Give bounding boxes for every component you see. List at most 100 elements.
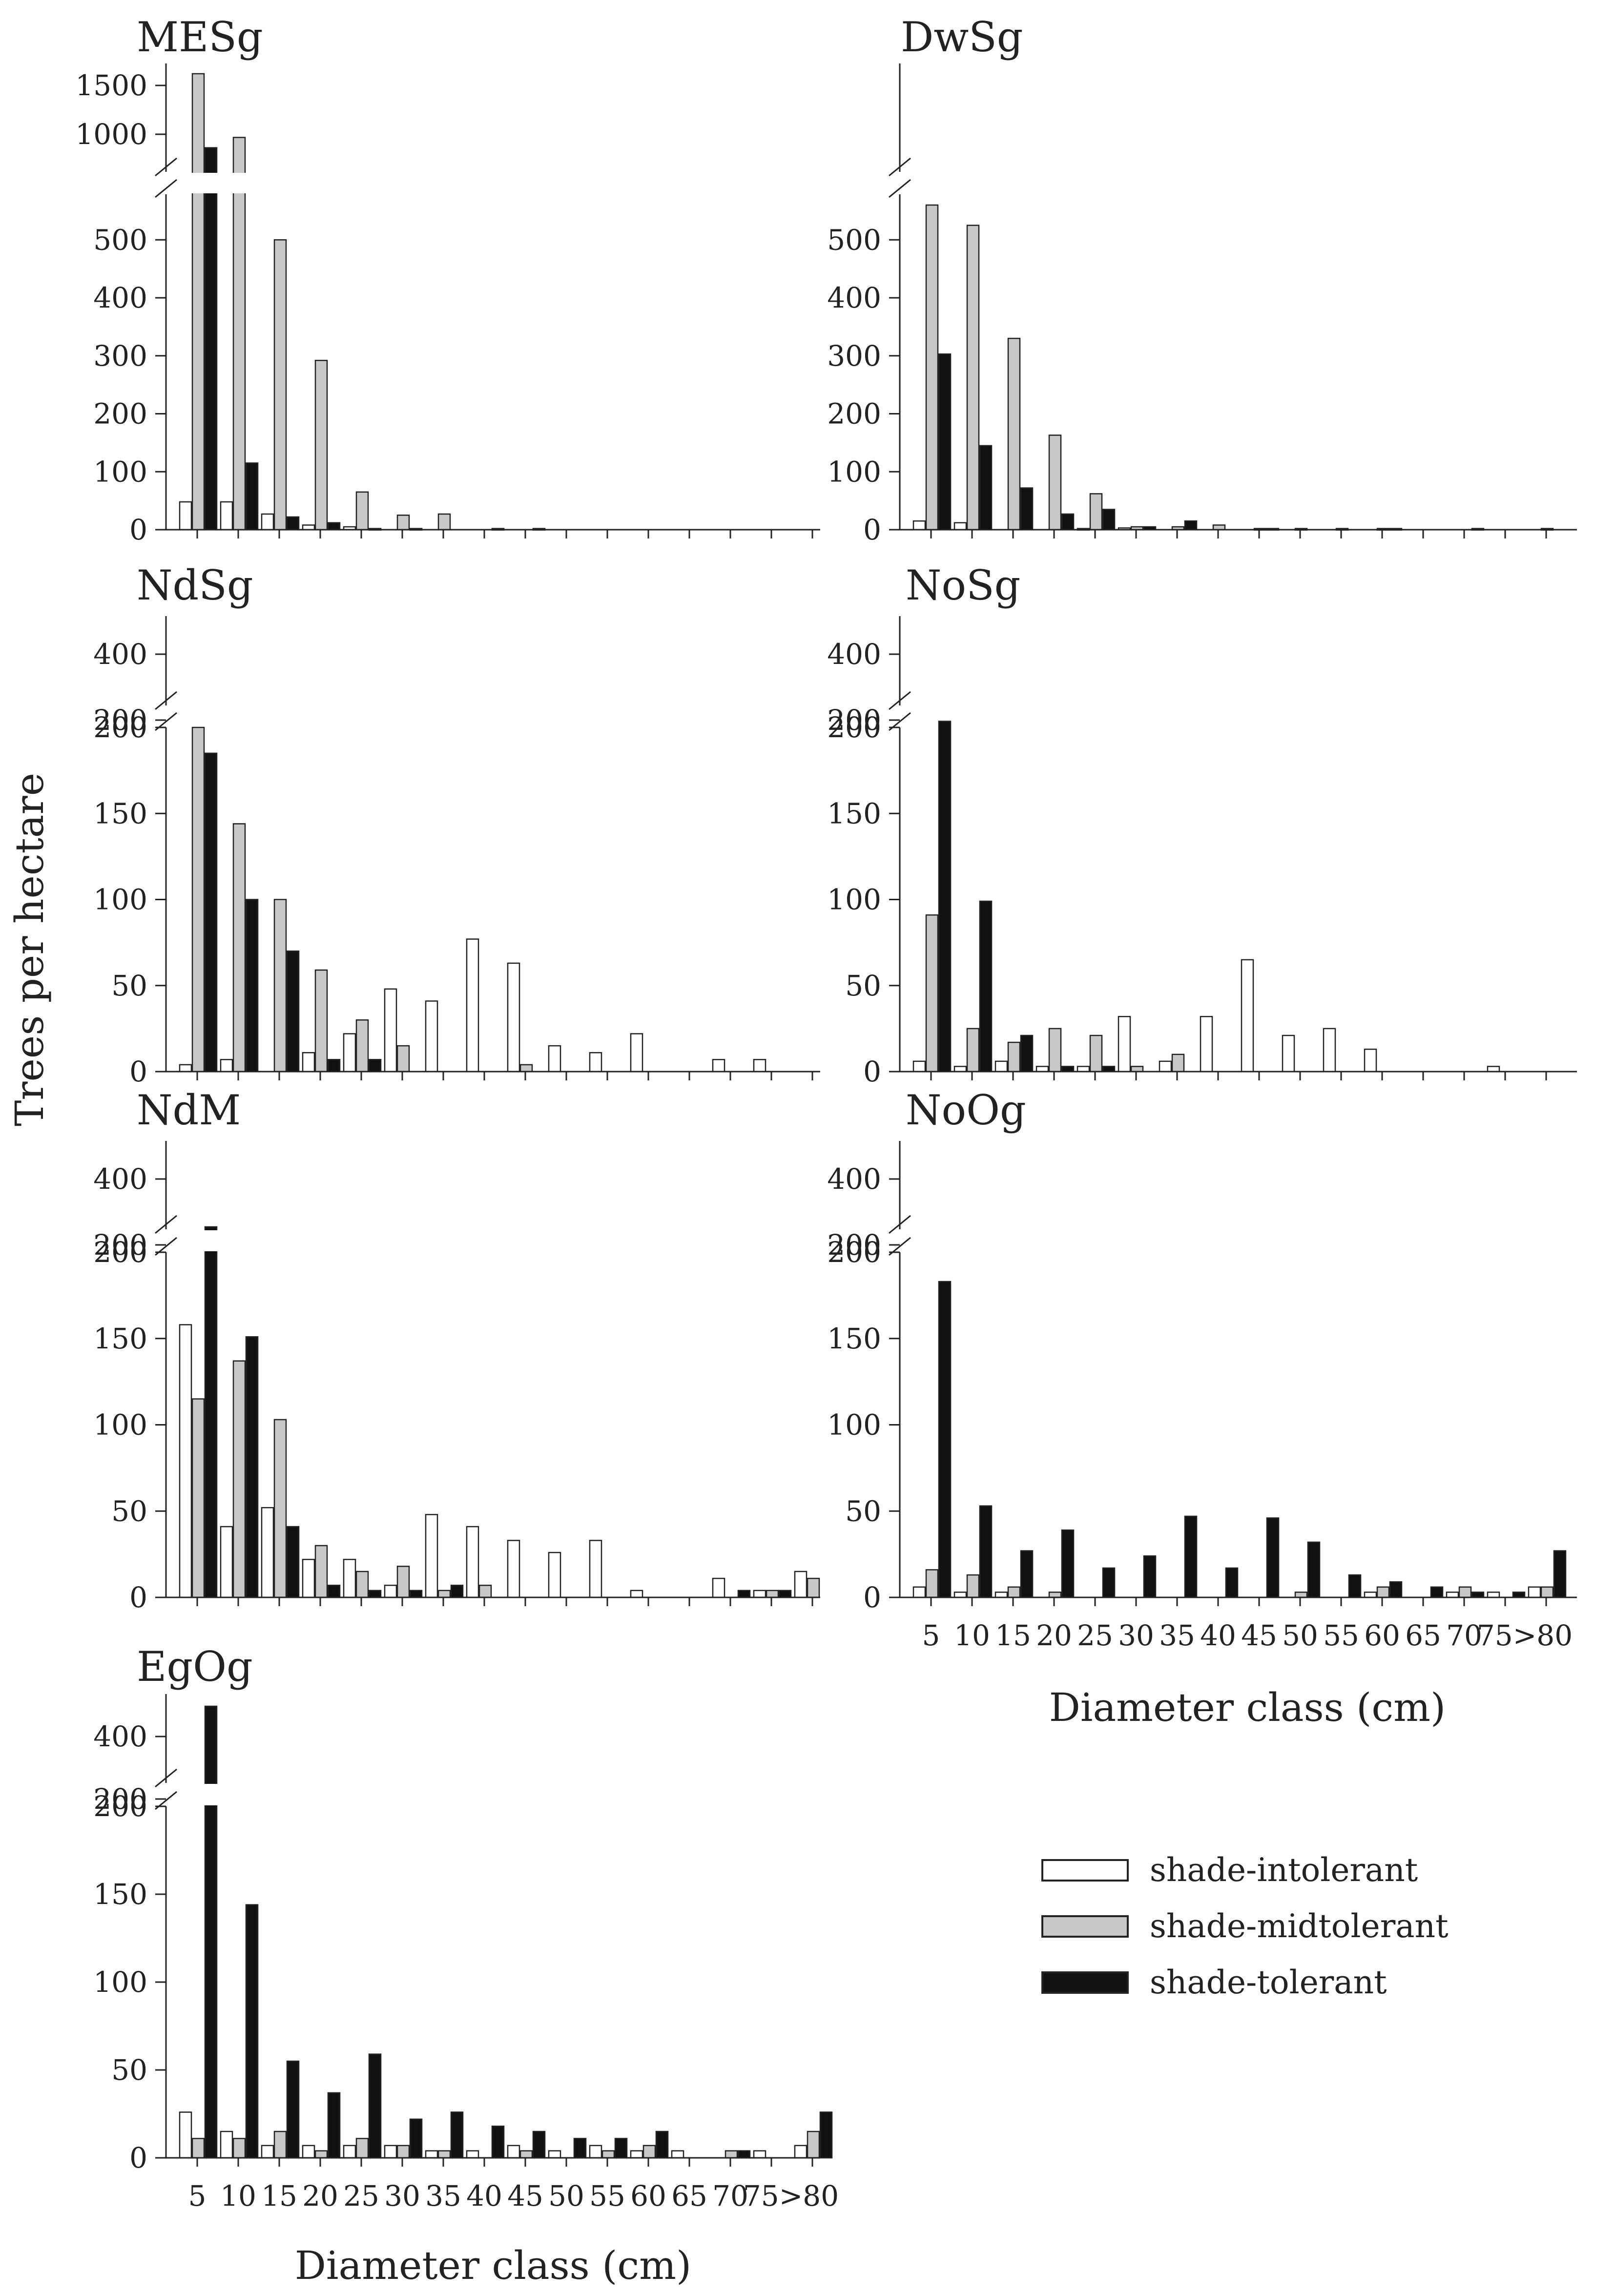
bar-tolerant: [450, 2111, 464, 2159]
bar-tolerant: [1553, 1550, 1567, 1598]
bar-tolerant: [204, 752, 218, 1073]
y-tick-label: 100: [93, 883, 147, 916]
bar-midtolerant: [355, 1019, 369, 1073]
x-tick-label: 10: [954, 1619, 990, 1652]
bar-intolerant: [994, 1060, 1008, 1073]
bar-intolerant: [712, 1059, 725, 1073]
bar-tolerant: [1225, 1567, 1239, 1598]
bar-midtolerant: [314, 360, 328, 531]
bar-intolerant: [1364, 1048, 1377, 1073]
legend-swatch-tolerant: [1041, 1971, 1129, 1994]
y-tick-label: 50: [111, 2053, 147, 2087]
bar-midtolerant: [355, 1571, 369, 1598]
bar-midtolerant: [273, 1419, 287, 1598]
bar-intolerant: [1487, 1592, 1500, 1598]
bar-intolerant: [466, 1526, 479, 1598]
bar-intolerant: [1241, 959, 1254, 1073]
y-tick-label: 100: [93, 1408, 147, 1442]
bar-intolerant: [548, 2150, 561, 2159]
bar-intolerant: [794, 1571, 808, 1598]
y-tick-label: 400: [827, 281, 881, 314]
y-tick-label: 300: [93, 339, 147, 372]
bar-intolerant: [302, 2145, 315, 2159]
axis-break-mark: [155, 1768, 177, 1788]
bar-midtolerant: [314, 1545, 328, 1598]
y-tick-label: 300: [827, 339, 881, 372]
bar-intolerant: [1528, 1586, 1541, 1598]
bar-midtolerant: [396, 1045, 410, 1073]
bar-midtolerant: [807, 2131, 820, 2159]
axis-break-mark: [889, 157, 911, 177]
legend-label-intolerant: shade-intolerant: [1150, 1851, 1418, 1889]
x-tick-label: 70: [712, 2179, 748, 2213]
y-tick-label: 100: [827, 883, 881, 916]
bar-intolerant: [753, 1590, 766, 1598]
y-tick-label: 0: [863, 1055, 881, 1088]
bar-tolerant: [938, 1281, 952, 1598]
bar-midtolerant: [232, 1360, 246, 1598]
bar-midtolerant: [191, 726, 205, 1073]
bar-break-gap: [203, 173, 219, 193]
panel-title: MESg: [137, 13, 263, 61]
bar-intolerant: [953, 1066, 967, 1073]
bar-midtolerant: [519, 2150, 533, 2159]
bar-midtolerant: [1376, 1586, 1390, 1598]
y-tick-label: 400: [93, 281, 147, 314]
axis-break-mark: [155, 1791, 177, 1810]
x-tick-label: 75>80: [1477, 1619, 1573, 1652]
y-tick-label: 400: [827, 1162, 881, 1196]
y-tick-label: 400: [93, 638, 147, 671]
x-tick-label: 5: [922, 1619, 940, 1652]
bar-tolerant: [1020, 1034, 1034, 1073]
panel-title: EgOg: [137, 1643, 253, 1691]
bar-midtolerant: [1089, 493, 1103, 531]
bar-intolerant: [179, 1064, 192, 1073]
panel-title: NoSg: [906, 561, 1020, 609]
bar-tolerant: [368, 1059, 382, 1073]
bar-intolerant: [1200, 1015, 1213, 1073]
x-tick-label: 35: [425, 2179, 461, 2213]
bar-break-gap: [203, 1784, 219, 1805]
bar-tolerant: [655, 2131, 669, 2159]
y-axis-title: Trees per hectare: [7, 773, 52, 1126]
bar-tolerant: [979, 900, 993, 1073]
x-tick-label: 30: [384, 2179, 420, 2213]
bar-midtolerant: [437, 2150, 451, 2159]
bar-intolerant: [179, 501, 192, 531]
axis-break-mark: [889, 712, 911, 731]
bar-intolerant: [179, 2111, 192, 2159]
legend-label-midtolerant: shade-midtolerant: [1150, 1907, 1449, 1945]
axis-break-mark: [155, 157, 177, 177]
bar-tolerant: [368, 2053, 382, 2159]
bar-tolerant: [1471, 1592, 1485, 1598]
bar-intolerant: [425, 1000, 438, 1073]
bar-tolerant: [1512, 1592, 1526, 1598]
bar-tolerant: [204, 1705, 218, 2159]
y-tick-label: 50: [845, 1494, 881, 1528]
bar-intolerant: [302, 1558, 315, 1598]
bar-tolerant: [1184, 1515, 1198, 1598]
bar-intolerant: [343, 1558, 356, 1598]
y-tick-label: 500: [93, 223, 147, 256]
bar-midtolerant: [1048, 1028, 1062, 1073]
axis-break-mark: [155, 712, 177, 731]
y-tick-label: 200: [93, 397, 147, 431]
bar-tolerant: [1430, 1586, 1444, 1598]
bar-tolerant: [204, 1226, 218, 1598]
bar-tolerant: [286, 516, 300, 531]
bar-tolerant: [245, 462, 259, 531]
y-tick-label: 0: [129, 2141, 147, 2174]
bar-tolerant: [327, 1059, 341, 1073]
bar-tolerant: [1389, 1581, 1403, 1598]
bar-midtolerant: [232, 137, 246, 531]
bar-midtolerant: [273, 2131, 287, 2159]
bar-intolerant: [1035, 1066, 1049, 1073]
y-tick-label: 400: [827, 638, 881, 671]
bar-midtolerant: [396, 1566, 410, 1598]
bar-intolerant: [220, 2131, 233, 2159]
bar-midtolerant: [1089, 1034, 1103, 1073]
bar-intolerant: [589, 2145, 602, 2159]
